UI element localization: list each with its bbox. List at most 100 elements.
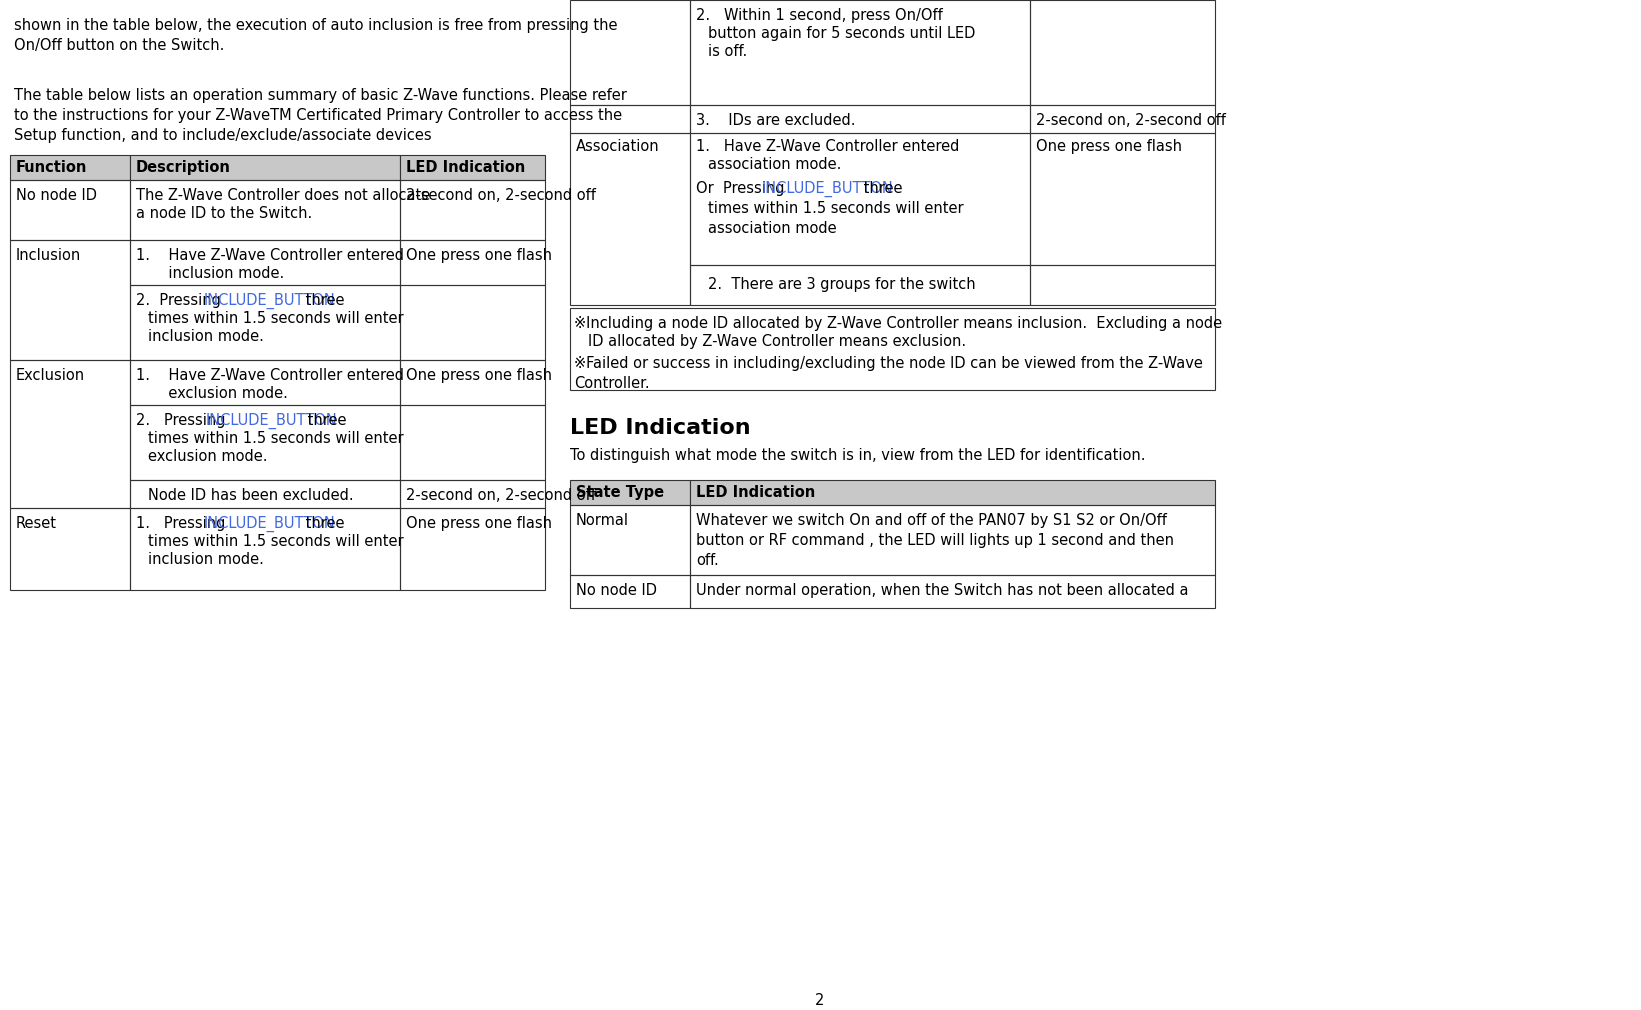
Text: ※Including a node ID allocated by Z-Wave Controller means inclusion.  Excluding : ※Including a node ID allocated by Z-Wave… (574, 316, 1223, 331)
Text: Reset: Reset (16, 516, 57, 531)
Text: LED Indication: LED Indication (569, 418, 750, 438)
Bar (689, 105, 1031, 133)
Text: 1.    Have Z-Wave Controller entered: 1. Have Z-Wave Controller entered (136, 368, 404, 383)
Bar (130, 360, 400, 405)
Text: No node ID: No node ID (16, 188, 97, 203)
Text: button or RF command , the LED will lights up 1 second and then: button or RF command , the LED will ligh… (696, 533, 1173, 548)
Bar (400, 508, 545, 590)
Bar (10, 508, 130, 590)
Text: The table below lists an operation summary of basic Z-Wave functions. Please ref: The table below lists an operation summa… (15, 88, 627, 103)
Bar (400, 360, 545, 405)
Text: times within 1.5 seconds will enter: times within 1.5 seconds will enter (148, 311, 404, 326)
Bar (569, 133, 689, 305)
Text: times within 1.5 seconds will enter: times within 1.5 seconds will enter (148, 431, 404, 446)
Text: 2-second on, 2-second off: 2-second on, 2-second off (405, 488, 596, 503)
Text: One press one flash: One press one flash (1035, 139, 1182, 154)
Text: 2.  Pressing: 2. Pressing (136, 293, 225, 308)
Bar (130, 240, 400, 285)
Bar (130, 508, 400, 590)
Text: button again for 5 seconds until LED: button again for 5 seconds until LED (707, 26, 975, 41)
Text: three: three (304, 413, 346, 428)
Bar (569, 105, 689, 133)
Text: shown in the table below, the execution of auto inclusion is free from pressing : shown in the table below, the execution … (15, 18, 617, 33)
Text: times within 1.5 seconds will enter: times within 1.5 seconds will enter (707, 201, 963, 216)
Text: On/Off button on the Switch.: On/Off button on the Switch. (15, 38, 225, 53)
Bar (400, 285, 545, 360)
Text: INCLUDE_BUTTON: INCLUDE_BUTTON (207, 413, 338, 429)
Text: No node ID: No node ID (576, 583, 656, 598)
Bar (689, 505, 1214, 575)
Text: a node ID to the Switch.: a node ID to the Switch. (136, 206, 312, 221)
Text: Or  Pressing: Or Pressing (696, 181, 789, 196)
Text: to the instructions for your Z-WaveTM Certificated Primary Controller to access : to the instructions for your Z-WaveTM Ce… (15, 108, 622, 123)
Text: three: three (858, 181, 903, 196)
Text: 2.   Pressing: 2. Pressing (136, 413, 230, 428)
Text: three: three (300, 516, 345, 531)
Bar (130, 480, 400, 508)
Text: exclusion mode.: exclusion mode. (136, 386, 287, 401)
Text: One press one flash: One press one flash (405, 368, 551, 383)
Text: Node ID has been excluded.: Node ID has been excluded. (148, 488, 353, 503)
Bar (130, 405, 400, 480)
Text: 1.   Have Z-Wave Controller entered: 1. Have Z-Wave Controller entered (696, 139, 960, 154)
Bar (400, 180, 545, 240)
Bar (400, 480, 545, 508)
Text: ※Failed or success in including/excluding the node ID can be viewed from the Z-W: ※Failed or success in including/excludin… (574, 356, 1203, 371)
Text: 2-second on, 2-second off: 2-second on, 2-second off (1035, 113, 1226, 128)
Text: three: three (300, 293, 345, 308)
Text: Description: Description (136, 160, 231, 175)
Text: Under normal operation, when the Switch has not been allocated a: Under normal operation, when the Switch … (696, 583, 1188, 598)
Text: inclusion mode.: inclusion mode. (136, 266, 284, 281)
Bar (689, 480, 1214, 505)
Bar (569, 575, 689, 608)
Bar (10, 360, 130, 508)
Text: Whatever we switch On and off of the PAN07 by S1 S2 or On/Off: Whatever we switch On and off of the PAN… (696, 513, 1167, 528)
Bar (10, 240, 130, 360)
Text: exclusion mode.: exclusion mode. (148, 449, 267, 464)
Text: LED Indication: LED Indication (696, 485, 816, 500)
Text: To distinguish what mode the switch is in, view from the LED for identification.: To distinguish what mode the switch is i… (569, 448, 1145, 463)
Bar (1031, 0, 1214, 105)
Text: LED Indication: LED Indication (405, 160, 525, 175)
Text: One press one flash: One press one flash (405, 248, 551, 263)
Text: 2.  There are 3 groups for the switch: 2. There are 3 groups for the switch (707, 277, 976, 292)
Text: Controller.: Controller. (574, 376, 650, 391)
Bar (10, 155, 130, 180)
Bar (569, 308, 1214, 390)
Bar (1031, 105, 1214, 133)
Text: ID allocated by Z-Wave Controller means exclusion.: ID allocated by Z-Wave Controller means … (587, 334, 967, 349)
Text: inclusion mode.: inclusion mode. (148, 552, 264, 567)
Text: Association: Association (576, 139, 660, 154)
Bar (400, 240, 545, 285)
Text: 3.    IDs are excluded.: 3. IDs are excluded. (696, 113, 855, 128)
Text: Function: Function (16, 160, 87, 175)
Text: Exclusion: Exclusion (16, 368, 85, 383)
Text: Inclusion: Inclusion (16, 248, 82, 263)
Text: is off.: is off. (707, 44, 747, 59)
Text: One press one flash: One press one flash (405, 516, 551, 531)
Text: times within 1.5 seconds will enter: times within 1.5 seconds will enter (148, 534, 404, 549)
Bar (400, 405, 545, 480)
Text: off.: off. (696, 553, 719, 568)
Text: 2: 2 (816, 993, 825, 1008)
Text: State Type: State Type (576, 485, 665, 500)
Text: Normal: Normal (576, 513, 629, 528)
Text: association mode.: association mode. (707, 157, 842, 172)
Bar (689, 0, 1031, 105)
Bar (569, 0, 689, 105)
Bar (130, 285, 400, 360)
Text: 1.    Have Z-Wave Controller entered: 1. Have Z-Wave Controller entered (136, 248, 404, 263)
Bar (689, 133, 1031, 265)
Bar (569, 505, 689, 575)
Text: 1.   Pressing: 1. Pressing (136, 516, 230, 531)
Text: The Z-Wave Controller does not allocate: The Z-Wave Controller does not allocate (136, 188, 430, 203)
Bar (400, 155, 545, 180)
Bar (130, 155, 400, 180)
Bar (10, 180, 130, 240)
Text: association mode: association mode (707, 221, 837, 236)
Bar (689, 575, 1214, 608)
Text: 2.   Within 1 second, press On/Off: 2. Within 1 second, press On/Off (696, 8, 942, 23)
Text: INCLUDE_BUTTON: INCLUDE_BUTTON (203, 516, 336, 532)
Text: 2-second on, 2-second off: 2-second on, 2-second off (405, 188, 596, 203)
Bar (1031, 265, 1214, 305)
